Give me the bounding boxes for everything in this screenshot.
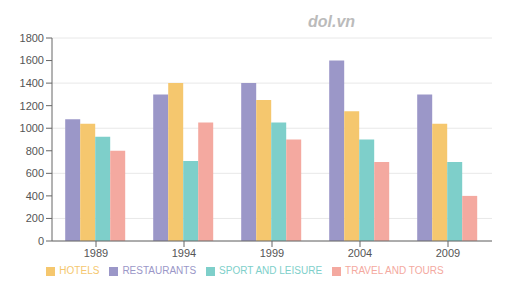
svg-text:1994: 1994 [172,247,196,259]
svg-text:800: 800 [26,145,44,157]
svg-text:1600: 1600 [20,54,44,66]
html-text:TRAVEL AND TOURS: TRAVEL AND TOURS [345,265,444,276]
html-text:RESTAURANTS: RESTAURANTS [122,265,197,276]
svg-text:2004: 2004 [348,247,372,259]
svg-text:1400: 1400 [20,77,44,89]
html-text:HOTELS: HOTELS [59,265,100,276]
svg-text:1999: 1999 [260,247,284,259]
svg-text:1800: 1800 [20,32,44,44]
svg-text:1000: 1000 [20,122,44,134]
svg-text:1200: 1200 [20,100,44,112]
svg-text:1989: 1989 [84,247,108,259]
html-text:SPORT AND LEISURE: SPORT AND LEISURE [219,265,323,276]
svg-text:0: 0 [38,235,44,247]
svg-text:400: 400 [26,190,44,202]
svg-text:600: 600 [26,167,44,179]
svg-text:200: 200 [26,212,44,224]
svg-text:2009: 2009 [436,247,460,259]
html-text:dol.vn: dol.vn [308,13,356,30]
